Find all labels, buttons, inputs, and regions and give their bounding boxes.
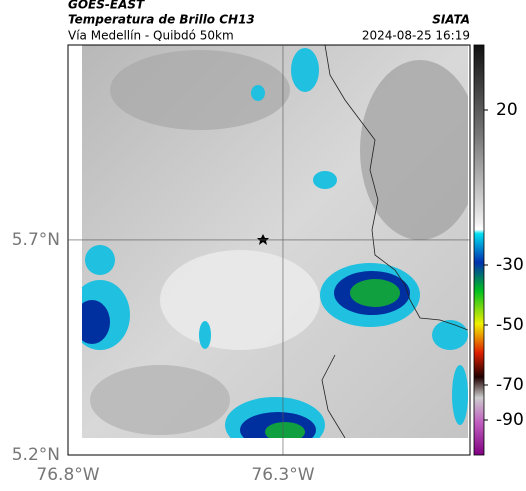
colorbar-label: 20 [496,100,518,120]
lon-label: 76.3°W [251,465,314,485]
timestamp: 2024-08-25 16:19 [362,29,470,43]
imagery [82,45,468,438]
colorbar-label: -30 [496,255,524,275]
lat-label: 5.7°N [12,230,60,250]
source: GOES-EAST [68,0,145,12]
region: Vía Medellín - Quibdó 50km [68,29,234,43]
lat-label: 5.2°N [12,445,60,465]
colorbar [473,44,485,456]
agency: SIATA [432,13,470,27]
colorbar-label: -90 [496,410,524,430]
colorbar-label: -70 [496,375,524,395]
map-frame [67,44,471,456]
lon-label: 76.8°W [36,465,99,485]
title: Temperatura de Brillo CH13 [68,13,255,27]
colorbar-label: -50 [496,315,524,335]
